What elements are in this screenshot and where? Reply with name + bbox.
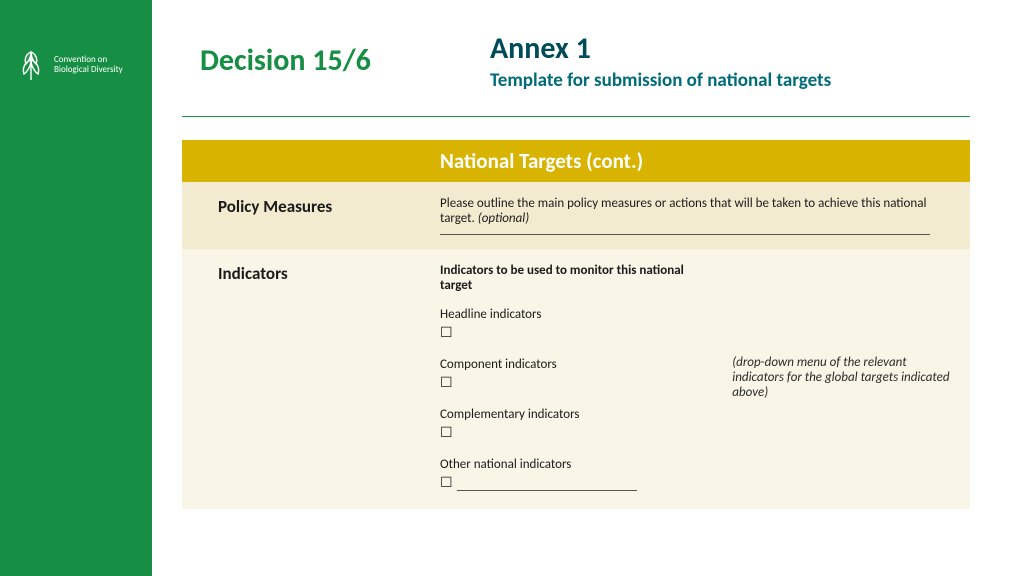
checkbox-complementary[interactable]: ☐	[440, 426, 453, 440]
section-title: National Targets (cont.)	[182, 140, 970, 182]
indicators-heading: Indicators to be used to monitor this na…	[440, 263, 712, 293]
checkbox-other[interactable]: ☐	[440, 476, 453, 490]
policy-label: Policy Measures	[182, 182, 440, 249]
annex-subtitle: Template for submission of national targ…	[490, 69, 831, 92]
indicator-other-block: Other national indicators ☐	[440, 457, 712, 491]
sidebar: Convention on Biological Diversity	[0, 0, 152, 576]
indicator-complementary-label: Complementary indicators	[440, 407, 712, 422]
horizontal-divider	[182, 116, 970, 117]
logo-line2: Biological Diversity	[54, 65, 123, 75]
cbd-logo: Convention on Biological Diversity	[16, 48, 123, 82]
indicators-side-note: (drop-down menu of the relevant indicato…	[732, 263, 950, 495]
indicators-content: Indicators to be used to monitor this na…	[440, 249, 970, 509]
annex-title: Annex 1	[490, 30, 831, 67]
checkbox-headline[interactable]: ☐	[440, 326, 453, 340]
indicator-other-label: Other national indicators	[440, 457, 712, 472]
leaf-icon	[16, 48, 46, 82]
indicator-headline-block: Headline indicators ☐	[440, 307, 712, 341]
targets-table: National Targets (cont.) Policy Measures…	[182, 140, 970, 509]
checkbox-component[interactable]: ☐	[440, 376, 453, 390]
indicators-label: Indicators	[182, 249, 440, 509]
policy-fill-line	[440, 234, 930, 235]
row-policy-measures: Policy Measures Please outline the main …	[182, 182, 970, 249]
indicator-headline-label: Headline indicators	[440, 307, 712, 322]
indicator-complementary-block: Complementary indicators ☐	[440, 407, 712, 441]
policy-optional: (optional)	[478, 211, 529, 226]
annex-heading-block: Annex 1 Template for submission of natio…	[490, 30, 831, 92]
logo-text: Convention on Biological Diversity	[54, 55, 123, 76]
row-indicators: Indicators Indicators to be used to moni…	[182, 249, 970, 509]
indicator-component-label: Component indicators	[440, 357, 712, 372]
decision-heading: Decision 15/6	[200, 42, 371, 79]
other-fill-line	[457, 490, 637, 491]
indicator-component-block: Component indicators ☐	[440, 357, 712, 391]
policy-content: Please outline the main policy measures …	[440, 182, 970, 249]
